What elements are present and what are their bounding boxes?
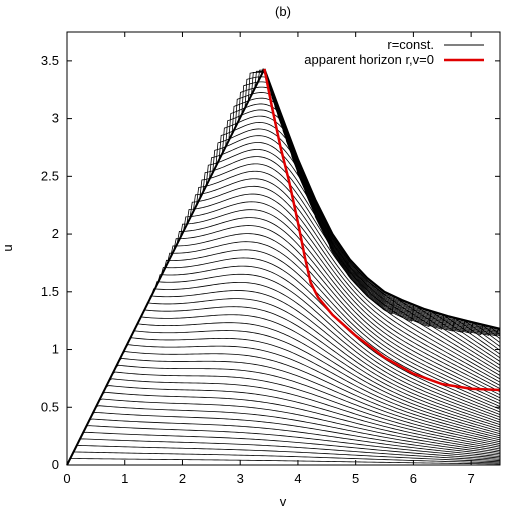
r-const-line [247,71,501,334]
r-const-line [183,201,501,393]
x-tick-label: 2 [179,471,186,486]
r-const-line [102,391,501,452]
r-const-line [147,290,501,423]
r-const-line [154,273,501,418]
r-const-line [150,281,501,421]
r-const-line [70,458,501,465]
r-const-line [96,405,501,455]
r-const-line [160,257,501,413]
y-tick-label: 3.5 [41,53,59,68]
r-const-line [215,128,501,359]
y-tick-label: 1.5 [41,284,59,299]
r-const-line [238,86,501,337]
r-const-line [231,97,501,339]
r-const-line [83,431,501,460]
r-const-line [228,103,501,343]
r-const-line [124,344,501,439]
r-const-line [79,438,501,461]
legend-label-horizon: apparent horizon r,v=0 [304,52,434,67]
r-const-line [115,364,501,445]
r-const-line [92,411,501,456]
x-tick-label: 6 [410,471,417,486]
plot-frame [66,31,501,466]
r-const-line [244,76,501,335]
x-axis-label: v [280,494,287,509]
boundary-lines [66,68,501,466]
contour-lines [70,68,501,465]
r-const-line [173,225,501,402]
r-const-line [144,298,501,425]
x-tick-label: 5 [352,471,359,486]
apparent-horizon [263,68,501,392]
r-const-line [141,306,501,428]
r-const-line [131,330,501,435]
legend-label-r-const: r=const. [387,37,434,52]
r-const-line [134,322,501,432]
r-const-line [76,445,501,463]
apparent-horizon-line [263,68,501,392]
r-const-line [118,357,501,443]
y-tick-label: 0.5 [41,399,59,414]
x-tick-label: 1 [121,471,128,486]
y-tick-label: 3 [52,111,59,126]
r-const-line [89,418,501,458]
r-const-line [176,217,501,399]
r-const-line [192,178,501,383]
r-const-line [251,72,501,333]
y-axis-label: u [0,244,15,251]
x-tick-label: 0 [63,471,70,486]
r-const-line [166,241,501,407]
x-tick-label: 7 [468,471,475,486]
y-tick-label: 2 [52,226,59,241]
x-tick-label: 4 [294,471,301,486]
r-const-line [112,371,501,446]
right-boundary-line [263,68,501,330]
r-const-line [73,451,501,464]
chart-title: (b) [275,4,291,19]
r-const-line [221,115,501,351]
r-const-line [86,425,501,459]
r-const-line [241,81,501,337]
r-const-line [105,385,501,450]
r-const-line [209,142,501,366]
r-const-line [137,314,501,430]
r-const-line [179,209,501,396]
r-const-line [108,378,501,448]
r-const-line [128,337,501,437]
y-tick-label: 1 [52,342,59,357]
r-const-line [225,109,501,347]
r-const-line [99,398,501,453]
r-const-line [205,149,501,369]
r-const-line [170,233,501,405]
y-tick-label: 2.5 [41,168,59,183]
axis-ticks: 0 1 2 3 4 5 6 7 0 0.5 1 1.5 2 2.5 3 3.5 [41,32,500,486]
r-const-line [121,351,501,441]
r-const-line [189,185,501,386]
r-const-line [234,92,501,336]
r-const-line [186,193,501,389]
left-boundary-line [66,68,266,466]
y-tick-label: 0 [52,457,59,472]
legend: r=const. apparent horizon r,v=0 [304,37,484,67]
x-tick-label: 3 [237,471,244,486]
r-const-line [157,265,501,415]
